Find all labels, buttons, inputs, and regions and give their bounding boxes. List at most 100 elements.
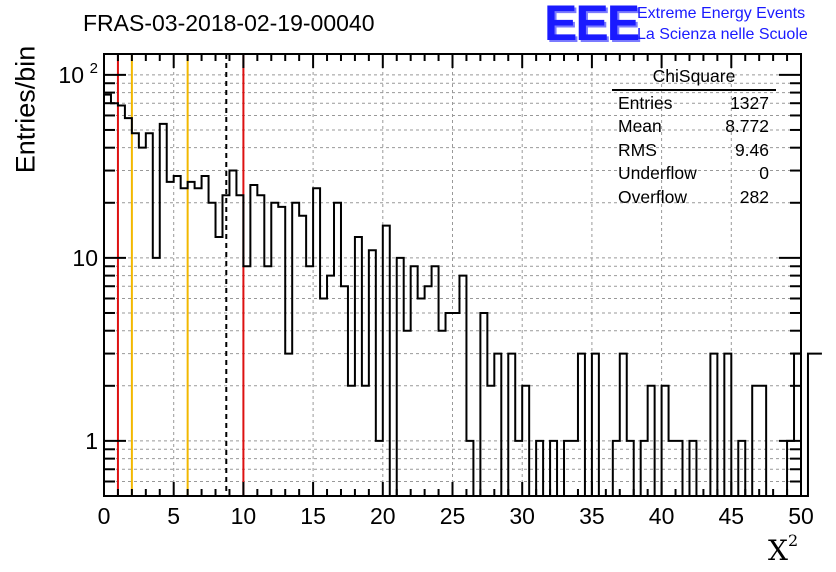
histogram-bin [418, 298, 425, 496]
histogram-bin [160, 124, 167, 496]
histogram-bin [459, 276, 466, 496]
histogram-outline [104, 93, 822, 497]
histogram-bin [752, 386, 759, 496]
histogram-bin [292, 203, 299, 496]
x-tick-label: 30 [509, 503, 535, 529]
histogram-bin [327, 276, 334, 496]
histogram-bin [250, 185, 257, 496]
histogram-bin [334, 203, 341, 496]
logo-line-1: Extreme Energy Events [637, 5, 806, 22]
stats-value: 9.46 [734, 139, 769, 160]
histogram-bin [515, 441, 522, 496]
histogram-bin [299, 216, 306, 496]
histogram-bin [243, 266, 250, 496]
x-tick-label: 0 [98, 503, 111, 529]
histogram-bin [125, 118, 132, 496]
histogram-bin [724, 354, 731, 496]
histogram-bin [229, 171, 236, 496]
histogram-bin [578, 354, 585, 496]
histogram-bin [146, 133, 153, 496]
histogram-bin [662, 386, 669, 496]
histogram-bin [439, 331, 446, 496]
stats-row-overflow: Overflow 282 [612, 186, 776, 209]
histogram-bin [536, 441, 543, 496]
stats-row-rms: RMS 9.46 [612, 139, 776, 162]
histogram-bin [195, 188, 202, 496]
histogram-bin [815, 354, 822, 496]
histogram-bin [174, 176, 181, 496]
y-tick-label: 10 [58, 62, 84, 88]
histogram-bin [222, 195, 229, 496]
histogram-bin [522, 386, 529, 496]
histogram-bin [397, 258, 404, 496]
stats-label: Entries [618, 93, 673, 113]
histogram-bin [341, 286, 348, 496]
x-axis-label-superscript: 2 [787, 530, 799, 550]
eee-logo: EEE [544, 0, 640, 51]
histogram-bin [278, 207, 285, 496]
histogram-bin [508, 354, 515, 496]
histogram-bin [432, 266, 439, 496]
histogram-bin [362, 386, 369, 496]
histogram-bin [669, 441, 676, 496]
tick-labels: 0 5 10 15 20 25 30 35 40 45 50 1 10 10 2 [58, 60, 813, 529]
histogram-bin [480, 313, 487, 496]
histogram-bin [446, 313, 453, 496]
histogram-bin [369, 250, 376, 496]
histogram-bin [306, 266, 313, 496]
x-tick-label: 5 [167, 503, 180, 529]
histogram-bin [257, 195, 264, 496]
x-tick-label: 45 [719, 503, 745, 529]
histogram-bin [620, 354, 627, 496]
stats-label: Overflow [618, 186, 688, 207]
histogram-bin [181, 188, 188, 496]
stats-value: 282 [739, 186, 769, 207]
x-tick-label: 35 [579, 503, 605, 529]
histogram-bin [271, 203, 278, 496]
histogram-bin [404, 331, 411, 496]
histogram-bins [104, 93, 822, 497]
stats-title: ChiSquare [612, 66, 776, 91]
reference-lines [116, 54, 245, 496]
stats-box: ChiSquare Entries 1327 Mean 8.772 RMS 9.… [612, 66, 776, 209]
x-tick-label: 20 [370, 503, 396, 529]
histogram-bin [613, 441, 620, 496]
histogram-bin [453, 313, 460, 496]
x-tick-label: 40 [649, 503, 675, 529]
histogram-bin [285, 354, 292, 496]
histogram-bin [236, 195, 243, 496]
stats-label: RMS [618, 139, 657, 160]
stats-value: 8.772 [725, 116, 769, 137]
y-tick-label: 1 [85, 428, 98, 454]
histogram-bin [209, 203, 216, 496]
histogram-bin [264, 266, 271, 496]
x-axis-label: X2 [768, 530, 799, 567]
histogram-bin [111, 103, 118, 496]
histogram-bin [348, 386, 355, 496]
histogram-bin [627, 441, 634, 496]
stats-row-entries: Entries 1327 [612, 92, 776, 115]
histogram-bin [355, 237, 362, 496]
histogram-bin [132, 133, 139, 496]
y-axis-label: Entries/bin [10, 45, 41, 174]
stats-row-mean: Mean 8.772 [612, 115, 776, 138]
y-tick-superscript: 2 [90, 60, 98, 77]
stats-value: 1327 [730, 93, 769, 113]
histogram-bin [153, 258, 160, 496]
histogram-bin [494, 354, 501, 496]
stats-row-underflow: Underflow 0 [612, 162, 776, 185]
histogram-bin [320, 298, 327, 496]
histogram-bin [466, 441, 473, 496]
histogram-bin [648, 386, 655, 496]
x-tick-label: 25 [440, 503, 466, 529]
histogram-bin [216, 237, 223, 496]
histogram-bin [689, 441, 696, 496]
histogram-bin [794, 354, 801, 496]
x-tick-label: 15 [300, 503, 326, 529]
histogram-bin [202, 176, 209, 496]
histogram-bin [641, 441, 648, 496]
histogram-bin [808, 354, 815, 496]
stats-label: Mean [618, 116, 662, 137]
histogram-bin [564, 441, 571, 496]
